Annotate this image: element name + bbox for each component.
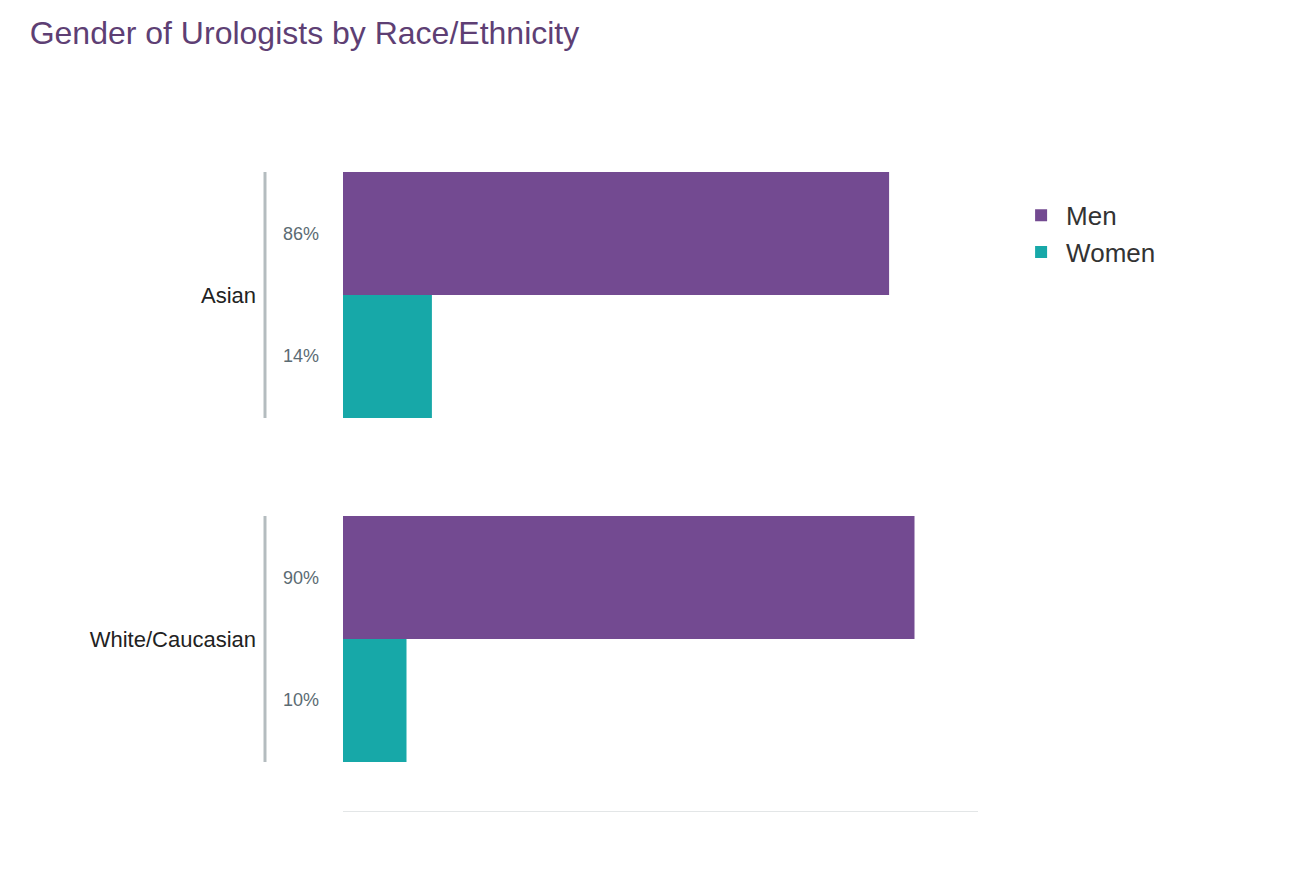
svg-text:90%: 90% (283, 568, 319, 588)
svg-text:10%: 10% (283, 690, 319, 710)
svg-text:Men: Men (1066, 201, 1117, 231)
svg-text:White/Caucasian: White/Caucasian (90, 627, 256, 652)
svg-text:Gender of Urologists by Race/E: Gender of Urologists by Race/Ethnicity (30, 15, 580, 51)
svg-text:Women: Women (1066, 238, 1155, 268)
svg-text:Asian: Asian (201, 283, 256, 308)
svg-text:14%: 14% (283, 346, 319, 366)
svg-text:86%: 86% (283, 224, 319, 244)
